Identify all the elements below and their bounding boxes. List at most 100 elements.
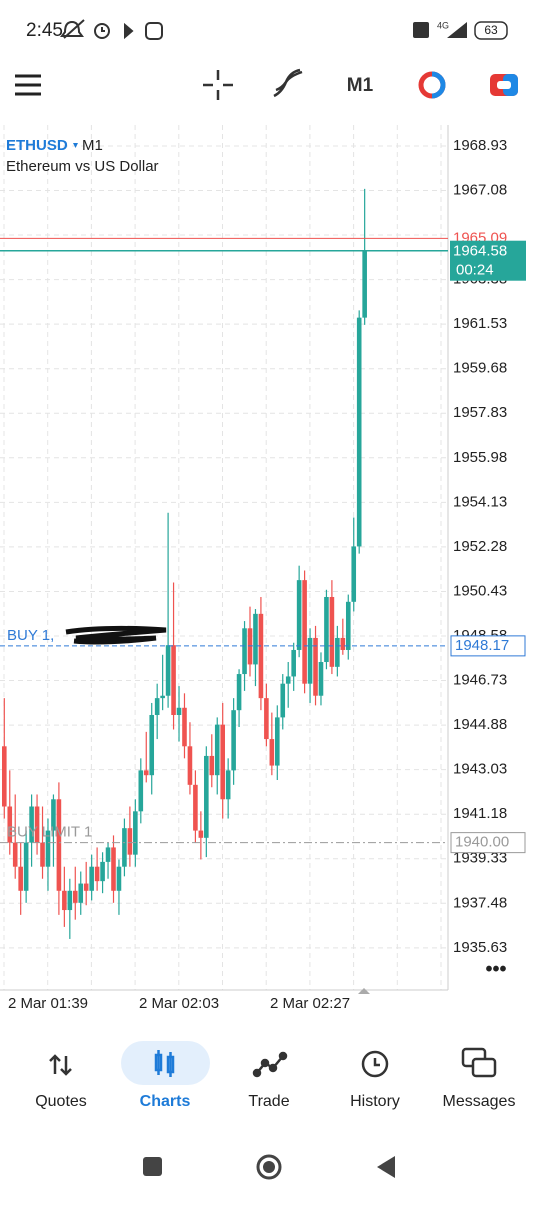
bid-label-box <box>450 240 526 281</box>
symbol-dropdown <box>73 143 78 148</box>
candle-body <box>34 806 40 843</box>
signal-icon <box>447 22 467 38</box>
candle-body <box>40 842 45 867</box>
y-tick-label: 1943.03 <box>453 761 507 778</box>
y-tick-label: 1944.88 <box>453 716 507 733</box>
candle-body <box>45 830 51 867</box>
candle-body <box>275 717 280 766</box>
timeframe-button[interactable]: M1 <box>347 75 374 96</box>
candle-body <box>149 714 155 776</box>
scroll-marker <box>358 988 370 994</box>
x-tick-label: 2 Mar 02:03 <box>139 995 219 1012</box>
order-price: 1948.17 <box>455 637 509 654</box>
candle-body <box>83 883 89 891</box>
candle-body <box>154 698 160 715</box>
candle-body <box>253 613 258 665</box>
order-price-box <box>450 635 526 657</box>
y-tick-label: 1959.68 <box>453 360 507 377</box>
candle-body <box>100 861 105 882</box>
y-tick-label: 1954.13 <box>453 493 507 510</box>
y-tick-label: 1957.83 <box>453 404 507 421</box>
candle-body <box>214 724 220 776</box>
symbol-description: Ethereum vs US Dollar <box>6 158 159 175</box>
candle-body <box>176 707 182 715</box>
candle-body <box>7 806 13 843</box>
candle-body <box>220 724 225 800</box>
symbol[interactable]: ETHUSD <box>6 137 68 154</box>
candle-body <box>187 746 193 785</box>
y-tick-label: 1968.93 <box>453 137 507 154</box>
home-button-dot <box>263 1161 275 1173</box>
candle-body <box>105 847 111 862</box>
recents-button[interactable] <box>143 1157 162 1176</box>
candle-body <box>160 695 165 699</box>
candle-body <box>356 317 362 547</box>
candle-body <box>143 770 149 776</box>
y-tick-label: 1937.48 <box>453 894 507 911</box>
crosshair-button[interactable] <box>203 70 233 100</box>
candle-body <box>62 890 67 911</box>
candle-body <box>198 830 204 838</box>
candle-body <box>182 707 187 747</box>
quick-trade-inner <box>497 81 511 89</box>
candle-body <box>280 683 286 718</box>
order-price: 1940.00 <box>455 834 509 851</box>
y-tick-label: 1935.63 <box>453 939 507 956</box>
home-button[interactable] <box>256 1154 282 1180</box>
nav-tab[interactable]: History <box>350 1093 400 1110</box>
candle-body <box>23 842 29 891</box>
y-tick-label: 1955.98 <box>453 449 507 466</box>
bottom-nav: Quotes Charts Trade History Messages <box>35 1093 515 1110</box>
status-icons <box>60 19 163 40</box>
candle-body <box>127 828 133 855</box>
candle-body <box>56 799 62 891</box>
candle-body <box>329 596 335 667</box>
nav-tab[interactable]: Quotes <box>35 1093 87 1110</box>
battery-icon <box>474 21 508 40</box>
trade-button-half <box>431 71 446 99</box>
order-label: BUY 1, <box>7 627 54 644</box>
candle-body <box>122 828 127 867</box>
back-button[interactable] <box>377 1156 395 1178</box>
y-tick-label: 1961.53 <box>453 315 507 332</box>
candle-body <box>51 799 56 831</box>
candle-body <box>231 710 236 771</box>
candle-body <box>335 637 340 667</box>
y-tick-label: 1952.28 <box>453 538 507 555</box>
candle-body <box>307 637 313 684</box>
y-tick-label: 1946.73 <box>453 672 507 689</box>
candle-body <box>165 645 171 696</box>
chart: 1968.931967.081965.231963.381961.531959.… <box>0 125 526 1012</box>
x-tick-label: 2 Mar 01:39 <box>8 995 88 1012</box>
candle-body <box>209 755 215 776</box>
candle-body <box>29 806 34 843</box>
more-button[interactable]: ••• <box>485 958 506 980</box>
chart-timeframe: M1 <box>82 137 103 154</box>
candle-body <box>171 645 176 715</box>
order-label: BUY LIMIT 1 <box>7 824 92 841</box>
candle-body <box>89 866 94 891</box>
battery-level: 63 <box>484 23 498 37</box>
candle-body <box>340 637 346 650</box>
candle-body <box>318 662 324 696</box>
candle-body <box>67 890 73 911</box>
nav-tab[interactable]: Trade <box>248 1093 289 1110</box>
redaction-scribble <box>65 625 167 645</box>
nav-icons <box>49 1047 497 1078</box>
y-tick-label: 1939.33 <box>453 850 507 867</box>
countdown: 00:24 <box>456 262 494 279</box>
candle-body <box>78 883 84 903</box>
candle-body <box>269 739 275 766</box>
indicators-button[interactable] <box>273 68 303 98</box>
menu-button[interactable] <box>15 74 41 96</box>
candle-body <box>12 842 18 867</box>
candle-body <box>324 596 329 663</box>
candle-body <box>242 628 247 675</box>
bid-label: 1964.58 <box>453 243 507 260</box>
nav-tab[interactable]: Messages <box>443 1093 516 1110</box>
candle-body <box>296 580 302 650</box>
candle-body <box>264 698 269 740</box>
nav-tab[interactable]: Charts <box>140 1093 191 1110</box>
